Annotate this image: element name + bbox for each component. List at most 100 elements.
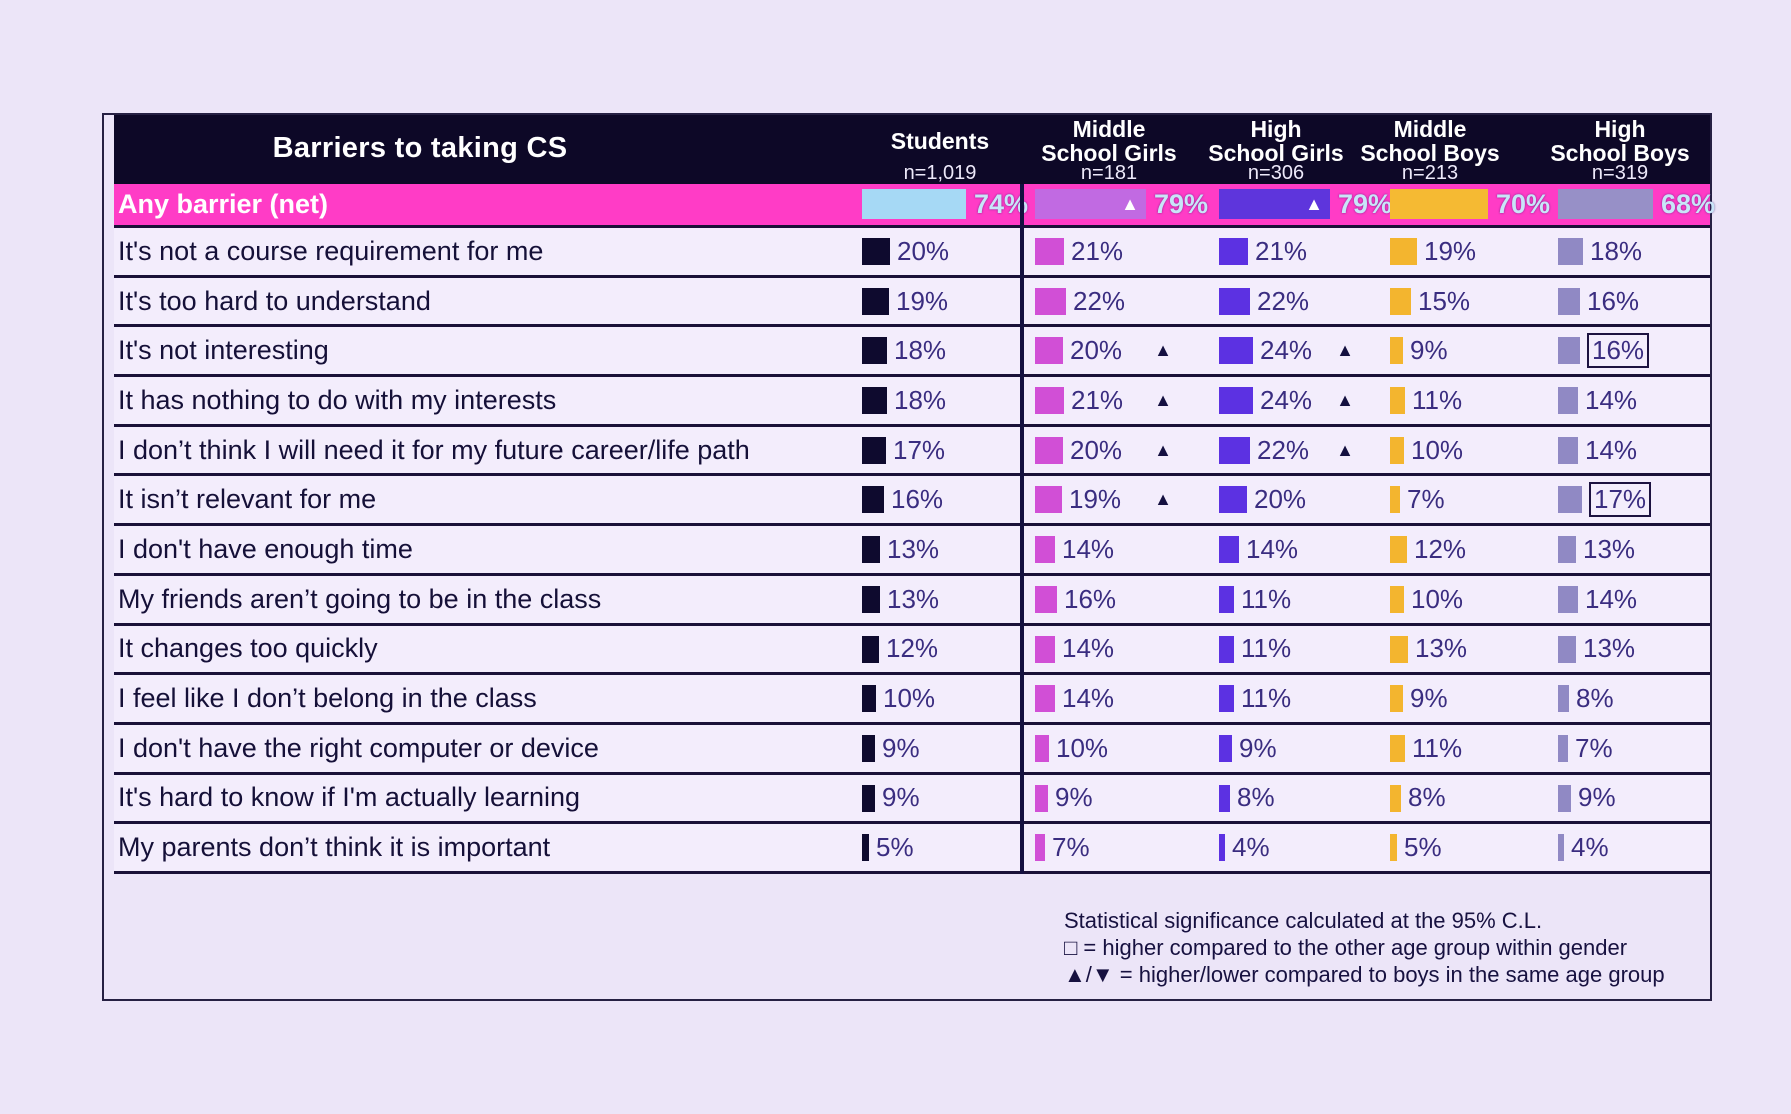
- value-label: 16%: [1587, 327, 1650, 374]
- table-row: It isn’t relevant for me 16% 19% ▲ 20% 7% 17%: [114, 476, 1710, 527]
- bar-high-school-girls: [1219, 784, 1230, 812]
- bar-middle-school-girls: [1035, 436, 1063, 464]
- bar-high-school-girls: [1219, 387, 1253, 415]
- bar-high-school-boys: [1558, 685, 1569, 713]
- bar-students: [862, 387, 887, 415]
- column-sample-size: n=1,019: [903, 162, 977, 184]
- footnote-line: □ = higher compared to the other age gro…: [1064, 935, 1628, 960]
- row-label: It has nothing to do with my interests: [118, 384, 557, 415]
- value-label: 21%: [1071, 384, 1124, 415]
- value-label: 15%: [1418, 285, 1471, 316]
- value-label: 13%: [887, 583, 940, 614]
- table-row: It's hard to know if I'm actually learni…: [114, 774, 1710, 825]
- value-label: 10%: [1411, 434, 1464, 465]
- net-row: Any barrier (net) 74% ▲ 79% ▲ 79% 70% 68%: [114, 184, 1715, 228]
- bar-middle-school-boys: [1390, 784, 1401, 812]
- column-header-middle-school-girls: Middle School Girls n=181: [1019, 116, 1199, 184]
- bar-middle-school-boys: [1390, 585, 1404, 613]
- value-label: 9%: [882, 782, 920, 813]
- net-value-label: 79%: [1154, 189, 1209, 219]
- value-label: 10%: [1056, 732, 1109, 763]
- value-label: 9%: [1410, 335, 1448, 366]
- value-label: 18%: [894, 384, 947, 415]
- row-label: I don’t think I will need it for my futu…: [118, 434, 750, 465]
- bar-high-school-girls: [1219, 486, 1247, 514]
- column-header-label: Middle School Girls: [1041, 116, 1177, 166]
- value-label: 19%: [1069, 484, 1122, 515]
- footnote-line: ▲/▼ = higher/lower compared to boys in t…: [1064, 962, 1665, 987]
- value-label: 4%: [1571, 832, 1609, 863]
- table-row: I don't have the right computer or devic…: [114, 724, 1710, 775]
- value-label: 11%: [1412, 384, 1463, 415]
- bar-middle-school-girls: [1035, 337, 1063, 365]
- row-label: My parents don’t think it is important: [118, 832, 551, 863]
- value-label: 19%: [1424, 235, 1477, 266]
- bar-middle-school-boys: [1390, 685, 1403, 713]
- net-value-label: 68%: [1661, 189, 1716, 219]
- bar-high-school-boys: [1558, 238, 1583, 265]
- value-label: 9%: [1578, 782, 1616, 813]
- table-row: I feel like I don’t belong in the class 1…: [114, 675, 1710, 725]
- table-row: It's too hard to understand 19% 22% 22% 15% 1…: [114, 277, 1710, 328]
- row-label: It's too hard to understand: [118, 285, 431, 316]
- column-header-students: Students n=1,019: [850, 118, 1030, 183]
- bar-high-school-boys: [1558, 287, 1580, 315]
- net-bar-high-school-boys: [1558, 189, 1653, 219]
- value-label: 9%: [1410, 683, 1448, 714]
- bar-middle-school-boys: [1390, 486, 1400, 514]
- value-label: 11%: [1412, 732, 1463, 763]
- value-label: 4%: [1232, 832, 1270, 863]
- value-label: 13%: [1583, 633, 1636, 664]
- value-label: 16%: [1064, 583, 1117, 614]
- bar-middle-school-girls: [1035, 685, 1055, 713]
- value-label: 21%: [1071, 235, 1124, 266]
- value-label: 12%: [886, 633, 939, 664]
- bar-middle-school-boys: [1390, 635, 1408, 663]
- net-value-label: 79%: [1338, 189, 1393, 219]
- bar-high-school-girls: [1219, 436, 1250, 464]
- row-label: I don't have enough time: [118, 533, 413, 564]
- bar-high-school-girls: [1219, 734, 1232, 762]
- net-value-label: 70%: [1496, 189, 1551, 219]
- value-label: 8%: [1408, 782, 1446, 813]
- column-sample-size: n=213: [1401, 162, 1459, 184]
- value-label: 12%: [1414, 533, 1467, 564]
- column-header-high-school-girls: High School Girls n=306: [1186, 117, 1366, 183]
- value-label: 9%: [1055, 782, 1093, 813]
- value-label: 11%: [1241, 633, 1292, 664]
- bar-middle-school-boys: [1390, 387, 1405, 415]
- column-sample-size: n=181: [1080, 162, 1138, 184]
- column-header-label: High School Boys: [1550, 116, 1690, 166]
- column-divider-line: [1020, 184, 1024, 874]
- net-value-label: 74%: [974, 189, 1029, 219]
- value-label: 16%: [1587, 285, 1640, 316]
- significance-triangle-icon: ▲: [1305, 194, 1323, 214]
- value-label: 18%: [1590, 235, 1643, 266]
- value-label: 22%: [1257, 285, 1310, 316]
- table-row: It's not a course requirement for me 20% 2…: [114, 228, 1710, 278]
- table-title: Barriers to taking CS: [272, 131, 568, 164]
- bar-high-school-boys: [1558, 734, 1568, 762]
- bar-middle-school-girls: [1035, 834, 1045, 862]
- bar-high-school-girls: [1219, 238, 1248, 265]
- value-label: 14%: [1062, 633, 1115, 664]
- bar-middle-school-boys: [1390, 734, 1405, 762]
- value-label: 21%: [1255, 235, 1308, 266]
- row-label: It's not interesting: [118, 335, 329, 366]
- row-label: It's not a course requirement for me: [118, 235, 544, 266]
- value-label: 7%: [1407, 484, 1445, 515]
- bar-high-school-boys: [1558, 387, 1578, 415]
- bar-high-school-girls: [1219, 287, 1250, 315]
- value-label: 14%: [1062, 683, 1115, 714]
- bar-middle-school-boys: [1390, 337, 1403, 365]
- value-label: 22%: [1073, 285, 1126, 316]
- value-label: 7%: [1052, 832, 1090, 863]
- value-label: 13%: [1415, 633, 1468, 664]
- row-label: My friends aren’t going to be in the cla…: [118, 583, 602, 614]
- value-label: 9%: [1239, 732, 1277, 763]
- value-label: 8%: [1237, 782, 1275, 813]
- value-label: 13%: [887, 533, 940, 564]
- value-label: 14%: [1585, 434, 1638, 465]
- column-sample-size: n=319: [1591, 162, 1649, 184]
- value-label: 20%: [897, 235, 950, 266]
